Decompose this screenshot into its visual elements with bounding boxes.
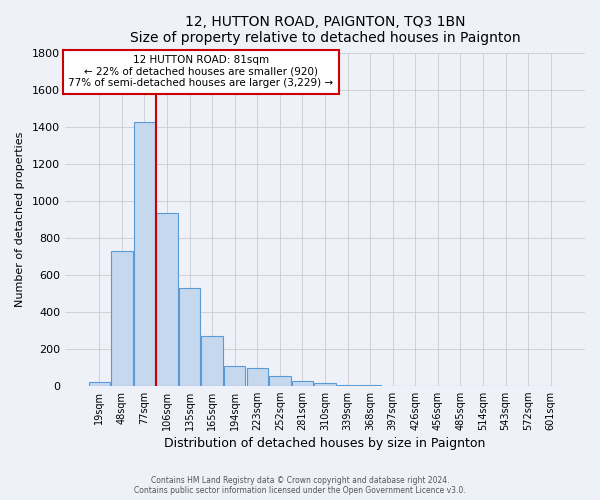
Text: 12 HUTTON ROAD: 81sqm
← 22% of detached houses are smaller (920)
77% of semi-det: 12 HUTTON ROAD: 81sqm ← 22% of detached …: [68, 55, 334, 88]
Bar: [269, 376, 290, 386]
Bar: [156, 213, 178, 386]
X-axis label: Distribution of detached houses by size in Paignton: Distribution of detached houses by size …: [164, 437, 485, 450]
Bar: [134, 122, 155, 386]
Bar: [314, 383, 335, 386]
Bar: [111, 251, 133, 386]
Bar: [292, 380, 313, 386]
Bar: [247, 368, 268, 386]
Bar: [179, 288, 200, 386]
Bar: [337, 385, 358, 386]
Bar: [89, 382, 110, 386]
Title: 12, HUTTON ROAD, PAIGNTON, TQ3 1BN
Size of property relative to detached houses : 12, HUTTON ROAD, PAIGNTON, TQ3 1BN Size …: [130, 15, 520, 45]
Bar: [202, 336, 223, 386]
Bar: [224, 366, 245, 386]
Text: Contains HM Land Registry data © Crown copyright and database right 2024.
Contai: Contains HM Land Registry data © Crown c…: [134, 476, 466, 495]
Y-axis label: Number of detached properties: Number of detached properties: [15, 132, 25, 307]
